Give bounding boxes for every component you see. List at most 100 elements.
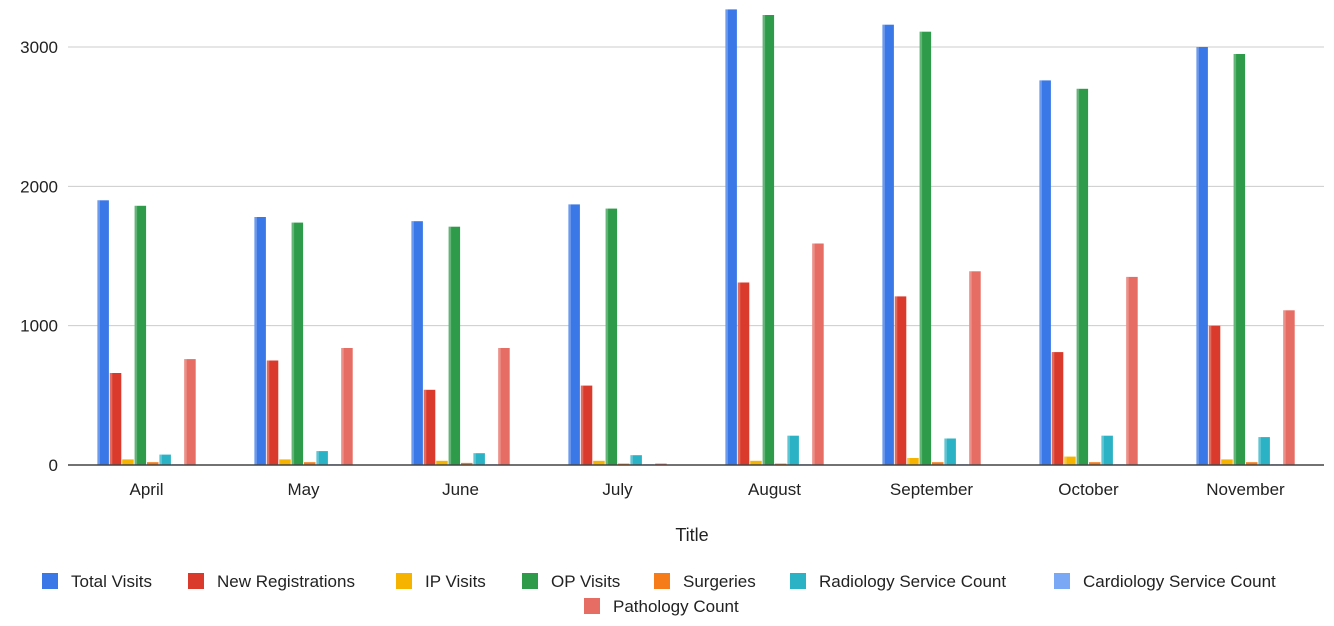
bar-highlight bbox=[134, 205, 138, 466]
bar-ip-visits bbox=[279, 459, 291, 465]
legend-item: Pathology Count bbox=[584, 597, 739, 616]
legend-item: Total Visits bbox=[42, 572, 152, 591]
bar-op-visits bbox=[919, 31, 932, 465]
bar-op-visits bbox=[1076, 88, 1089, 466]
bar-total-visits bbox=[411, 221, 423, 465]
bar-new-registrations bbox=[580, 385, 593, 465]
bar-highlight bbox=[184, 359, 187, 465]
legend-swatch bbox=[654, 573, 670, 589]
bar-highlight bbox=[605, 208, 609, 465]
legend-label: Total Visits bbox=[71, 572, 152, 591]
bar-surgeries bbox=[147, 462, 159, 465]
x-tick-label: July bbox=[602, 480, 633, 499]
gridlines bbox=[68, 46, 1324, 327]
bar-highlight bbox=[411, 221, 414, 465]
bar-highlight bbox=[448, 226, 452, 465]
y-tick-label: 0 bbox=[49, 456, 58, 475]
bar-highlight bbox=[944, 438, 947, 465]
bar-pathology-count bbox=[341, 348, 353, 465]
bar-op-visits bbox=[762, 15, 775, 465]
bar-highlight bbox=[1126, 276, 1129, 465]
bar-highlight bbox=[1233, 54, 1237, 465]
bar-highlight bbox=[341, 348, 344, 465]
y-axis-ticks: 0 1000 2000 3000 bbox=[20, 38, 58, 475]
bar-ip-visits bbox=[436, 460, 448, 465]
bar-highlight bbox=[630, 455, 633, 465]
bar-highlight bbox=[1064, 456, 1067, 465]
x-tick-label: October bbox=[1058, 480, 1119, 499]
bar-op-visits bbox=[1233, 54, 1246, 465]
bar-op-visits bbox=[448, 226, 461, 465]
bar-radiology-service-count bbox=[159, 454, 171, 465]
legend-item: Surgeries bbox=[654, 572, 756, 591]
bar-highlight bbox=[1076, 88, 1080, 466]
legend-swatch bbox=[1054, 573, 1070, 589]
bar-highlight bbox=[254, 217, 257, 465]
bar-new-registrations bbox=[1051, 352, 1064, 465]
bar-highlight bbox=[907, 458, 910, 465]
y-tick-label: 2000 bbox=[20, 177, 58, 196]
bars bbox=[97, 9, 1295, 466]
x-tick-label: April bbox=[129, 480, 163, 499]
bar-op-visits bbox=[134, 205, 147, 466]
legend-swatch bbox=[42, 573, 58, 589]
bar-highlight bbox=[1101, 435, 1104, 465]
bar-highlight bbox=[1051, 352, 1055, 465]
bar-surgeries bbox=[304, 462, 316, 465]
bar-total-visits bbox=[568, 204, 580, 465]
bar-highlight bbox=[266, 360, 270, 465]
bar-pathology-count bbox=[812, 243, 824, 465]
bar-highlight bbox=[1039, 80, 1042, 466]
bar-radiology-service-count bbox=[1101, 435, 1113, 465]
legend-label: Radiology Service Count bbox=[819, 572, 1006, 591]
bar-highlight bbox=[762, 15, 766, 465]
bar-total-visits bbox=[97, 200, 109, 466]
x-tick-label: November bbox=[1206, 480, 1285, 499]
bar-highlight bbox=[568, 204, 571, 465]
bar-surgeries bbox=[1246, 462, 1258, 465]
bar-radiology-service-count bbox=[473, 453, 485, 465]
x-tick-label: August bbox=[748, 480, 801, 499]
bar-ip-visits bbox=[122, 459, 134, 465]
legend-swatch bbox=[522, 573, 538, 589]
bar-total-visits bbox=[1196, 47, 1208, 465]
bar-highlight bbox=[969, 271, 972, 465]
bar-highlight bbox=[97, 200, 100, 466]
bar-ip-visits bbox=[593, 460, 605, 465]
legend-item: Cardiology Service Count bbox=[1054, 572, 1276, 591]
bar-radiology-service-count bbox=[1258, 437, 1270, 465]
bar-total-visits bbox=[882, 24, 894, 465]
legend-item: Radiology Service Count bbox=[790, 572, 1006, 591]
bar-new-registrations bbox=[894, 296, 907, 465]
bar-total-visits bbox=[254, 217, 266, 465]
legend-swatch bbox=[790, 573, 806, 589]
bar-ip-visits bbox=[750, 460, 762, 465]
bar-highlight bbox=[316, 451, 319, 465]
bar-pathology-count bbox=[1283, 310, 1295, 465]
bar-pathology-count bbox=[969, 271, 981, 465]
bar-ip-visits bbox=[907, 458, 919, 465]
bar-highlight bbox=[159, 454, 162, 465]
bar-surgeries bbox=[461, 462, 473, 465]
bar-highlight bbox=[812, 243, 815, 465]
bar-new-registrations bbox=[266, 360, 279, 465]
x-tick-label: September bbox=[890, 480, 973, 499]
bar-total-visits bbox=[725, 9, 737, 466]
bar-new-registrations bbox=[109, 373, 122, 465]
x-tick-label: June bbox=[442, 480, 479, 499]
legend-item: OP Visits bbox=[522, 572, 620, 591]
bar-surgeries bbox=[932, 462, 944, 465]
bar-highlight bbox=[473, 453, 476, 465]
legend-swatch bbox=[584, 598, 600, 614]
legend-swatch bbox=[396, 573, 412, 589]
legend-label: OP Visits bbox=[551, 572, 620, 591]
bar-highlight bbox=[725, 9, 728, 466]
bar-radiology-service-count bbox=[944, 438, 956, 465]
bar-highlight bbox=[291, 222, 295, 465]
bar-highlight bbox=[894, 296, 898, 465]
legend-label: Surgeries bbox=[683, 572, 756, 591]
bar-highlight bbox=[787, 435, 790, 465]
legend-label: New Registrations bbox=[217, 572, 355, 591]
bar-highlight bbox=[423, 389, 427, 465]
